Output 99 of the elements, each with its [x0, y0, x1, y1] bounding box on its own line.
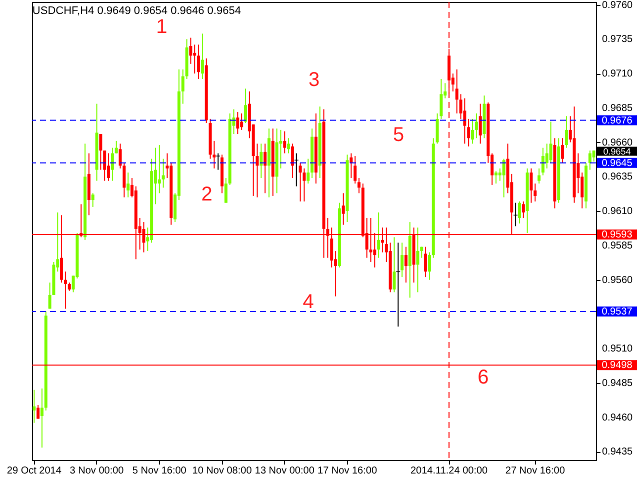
- x-tick-label: 13 Nov 00:00: [254, 466, 315, 476]
- candlestick: [302, 168, 306, 202]
- x-tick-label: 29 Oct 2014: [6, 466, 62, 476]
- annotation: 3: [308, 68, 320, 91]
- y-tick-label: 0.9585: [602, 240, 634, 252]
- candlestick: [474, 112, 478, 139]
- text: 0.9654: [603, 146, 631, 156]
- candlestick: [197, 44, 200, 80]
- candlestick: [244, 88, 248, 124]
- candlestick: [181, 68, 184, 104]
- ref-line-label: 0.9645: [602, 158, 633, 169]
- candlestick: [592, 150, 596, 162]
- candlestick: [290, 143, 294, 179]
- candlestick: [494, 170, 498, 184]
- candlestick: [428, 252, 431, 280]
- x-tick-label: 27 Nov 16:00: [505, 466, 566, 476]
- y-tick-label: 0.9460: [602, 412, 634, 424]
- candlestick: [416, 227, 420, 293]
- candlestick: [224, 178, 228, 204]
- candlestick: [534, 183, 537, 202]
- candlestick: [467, 118, 470, 147]
- chart-title: USDCHF,H4 0.9649 0.9654 0.9646 0.9654: [32, 4, 241, 17]
- candlestick: [538, 168, 541, 184]
- annotation: 4: [302, 290, 314, 313]
- candlestick: [478, 103, 482, 144]
- candlestick: [541, 147, 544, 176]
- y-tick-label: 0.9710: [602, 68, 634, 80]
- candlestick: [189, 37, 192, 64]
- y-tick-label: 0.9485: [602, 378, 634, 389]
- candlestick: [193, 44, 196, 74]
- candlestick: [463, 98, 466, 144]
- candlestick: [158, 144, 161, 194]
- candlestick: [40, 388, 44, 448]
- ref-line-label: 0.9676: [602, 115, 633, 126]
- y-tick-label: 0.9660: [602, 137, 634, 148]
- candlestick: [522, 200, 525, 218]
- candlestick: [549, 121, 552, 164]
- y-tick-label: 0.9735: [602, 34, 634, 46]
- ref-line-label: 0.9593: [602, 229, 633, 240]
- candlestick: [264, 143, 267, 194]
- candlestick: [342, 192, 345, 226]
- ref-line-label: 0.9537: [602, 306, 633, 318]
- candlestick: [377, 212, 380, 258]
- candlestick: [518, 200, 521, 224]
- candlestick: [545, 143, 548, 169]
- x-tick-label: 17 Nov 16:00: [318, 466, 378, 476]
- candlestick: [126, 172, 130, 198]
- candlestick: [91, 192, 94, 208]
- candlestick: [350, 152, 353, 179]
- candlestick: [514, 202, 518, 227]
- candlestick: [64, 271, 67, 310]
- candlestick: [216, 152, 220, 170]
- x-tick-label: 10 Nov 08:00: [192, 466, 252, 476]
- candlestick: [103, 150, 106, 182]
- candlestick: [502, 158, 506, 198]
- candlestick: [298, 162, 302, 202]
- y-tick-label: 0.9435: [602, 446, 634, 458]
- candlestick: [564, 116, 568, 148]
- y-tick-label: 0.9635: [602, 172, 634, 183]
- candlestick: [236, 112, 240, 135]
- x-tick-label: 2014.11.24 00:00: [410, 466, 488, 476]
- candlestick: [99, 134, 102, 170]
- candlestick: [36, 404, 40, 420]
- candlestick: [396, 242, 400, 328]
- candlestick: [240, 112, 244, 130]
- x-tick-label: 5 Nov 16:00: [132, 466, 187, 476]
- y-tick-label: 0.9685: [602, 102, 634, 114]
- candlestick: [162, 158, 165, 188]
- candlestick: [294, 152, 298, 187]
- annotation: 1: [156, 16, 168, 38]
- candlestick: [107, 152, 110, 182]
- x-tick-label: 3 Nov 00:00: [70, 466, 124, 476]
- annotation: 5: [393, 124, 404, 146]
- candlestick: [306, 158, 310, 184]
- candlestick: [455, 68, 458, 114]
- candlestick: [358, 178, 361, 194]
- y-tick-label: 0.9510: [602, 344, 634, 355]
- candlestick: [32, 389, 36, 424]
- candlestick: [424, 246, 428, 278]
- candlestick: [287, 138, 290, 154]
- candlestick: [283, 130, 286, 154]
- candlestick: [260, 143, 263, 179]
- candlestick: [530, 168, 533, 204]
- candlestick: [588, 150, 592, 170]
- candlestick: [400, 242, 404, 278]
- candlestick: [392, 236, 396, 293]
- candlestick: [114, 140, 118, 154]
- candlestick: [200, 33, 204, 80]
- y-tick-label: 0.9610: [602, 206, 634, 218]
- y-tick-label: 0.9560: [602, 274, 634, 286]
- candlestick: [561, 138, 564, 164]
- candlestick: [404, 246, 408, 284]
- candlestick: [110, 147, 114, 182]
- annotation: 6: [478, 366, 489, 389]
- candlestick: [471, 118, 474, 144]
- annotation: 2: [201, 183, 212, 206]
- ref-line-label: 0.9498: [602, 360, 633, 372]
- candlestick: [354, 156, 357, 184]
- y-tick-label: 0.9760: [602, 0, 634, 11]
